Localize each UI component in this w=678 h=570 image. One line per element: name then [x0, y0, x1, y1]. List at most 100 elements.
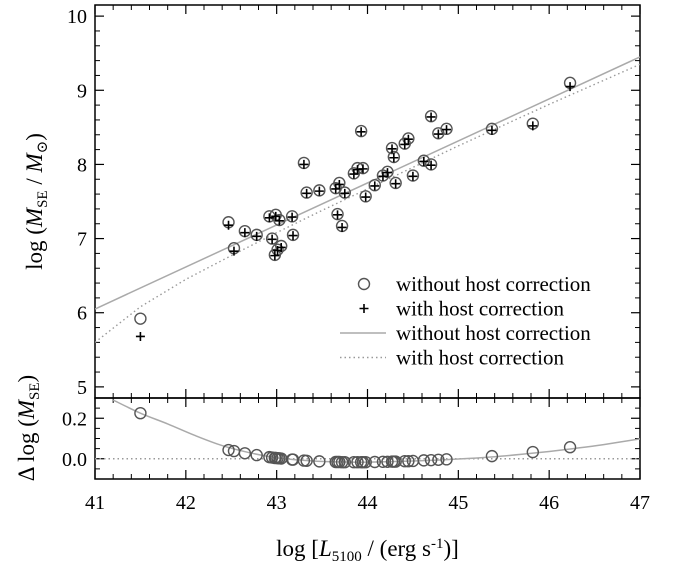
delta-data-point-circle	[134, 406, 147, 420]
data-point-plus	[135, 331, 145, 341]
delta-data-point-circle	[398, 454, 411, 468]
axis-labels: log [L5100 / (erg s-1)] log (MSE / M⊙) Δ l…	[14, 133, 459, 565]
delta-data-point-circle	[381, 455, 394, 468]
bottom-panel: 41 42 43 44 45 46 47 0.0 0.2	[62, 397, 650, 514]
y-tick-label: 6	[77, 303, 87, 325]
data-point-plus	[356, 127, 366, 137]
x-tick-label: 47	[630, 492, 650, 514]
y-axis-label-top: log (MSE / M⊙)	[22, 133, 51, 270]
label-part: L	[318, 536, 332, 561]
data-point-circle	[385, 141, 399, 155]
delta-data-point-circle	[526, 445, 540, 459]
data-point-plus	[403, 134, 413, 144]
delta-data-point-circle	[300, 454, 313, 467]
label-part: M	[22, 206, 47, 228]
label-part: M	[22, 152, 47, 174]
label-part: ⊙	[35, 141, 51, 154]
label-part: 5100	[332, 549, 362, 565]
data-point-circle	[417, 154, 431, 167]
label-part: -1	[431, 536, 444, 552]
data-point-circle	[134, 312, 147, 325]
data-point-circle	[331, 207, 344, 221]
legend-plus-marker	[359, 304, 369, 313]
delta-data-point-circle	[368, 455, 381, 469]
label-part: M	[14, 398, 39, 420]
delta-data-point-circle	[238, 447, 252, 460]
y-tick-label: 10	[67, 6, 87, 28]
data-point-plus	[299, 159, 309, 169]
fit-line-with-host-correction	[95, 63, 640, 343]
data-point-plus	[229, 246, 239, 256]
data-point-circle	[440, 122, 453, 136]
delta-fit-curve	[112, 399, 640, 463]
data-point-plus	[528, 121, 538, 131]
delta-data-point-circle	[485, 449, 499, 463]
data-point-circle	[285, 210, 299, 223]
delta-data-point-circle	[432, 453, 445, 466]
data-point-plus	[252, 231, 262, 241]
data-point-plus	[287, 212, 297, 222]
delta-data-point-circle	[351, 455, 364, 469]
data-point-plus	[391, 179, 401, 189]
data-point-plus	[408, 171, 418, 181]
data-point-plus	[361, 192, 371, 202]
x-tick-label: 44	[358, 492, 378, 514]
data-point-plus	[224, 220, 234, 230]
y-tick-label: 0.0	[62, 449, 87, 471]
label-part: log [	[276, 536, 319, 561]
delta-data-point-circle	[417, 454, 431, 467]
data-point-circle	[313, 184, 326, 197]
delta-data-point-circle	[359, 455, 372, 469]
label-part: SE	[27, 382, 43, 400]
legend-circle-marker	[357, 277, 371, 291]
data-point-circle	[354, 124, 368, 138]
data-point-circle	[381, 165, 394, 179]
data-point-plus	[378, 171, 388, 181]
label-part: )	[22, 133, 47, 141]
data-point-plus	[333, 210, 343, 220]
fit-line-without-host-correction	[95, 56, 640, 310]
legend-label: without host correction	[396, 321, 591, 345]
data-point-plus	[267, 234, 277, 244]
data-point-plus	[487, 125, 497, 135]
delta-data-point-circle	[424, 453, 438, 467]
data-point-plus	[433, 129, 443, 139]
data-point-plus	[334, 179, 344, 189]
data-point-circle	[265, 232, 279, 245]
label-part: )]	[443, 536, 458, 561]
label-part: )	[14, 375, 39, 383]
label-part: / (erg s	[362, 536, 431, 561]
label-part: SE	[35, 190, 51, 208]
data-point-plus	[426, 160, 436, 170]
data-point-plus	[387, 144, 397, 154]
data-point-circle	[387, 150, 401, 164]
data-point-plus	[340, 188, 350, 198]
data-point-plus	[382, 168, 392, 178]
data-point-circle	[359, 190, 372, 203]
data-point-plus	[274, 216, 284, 226]
label-part: Δ log (	[14, 419, 39, 481]
delta-data-point-circle	[338, 455, 351, 469]
x-tick-label: 41	[85, 492, 105, 514]
data-point-circle	[338, 186, 351, 199]
delta-data-point-circle	[347, 455, 361, 469]
x-tick-label: 45	[448, 492, 468, 514]
data-point-plus	[264, 213, 274, 223]
data-point-plus	[442, 125, 452, 135]
data-point-plus	[288, 231, 298, 241]
data-point-circle	[406, 169, 420, 182]
x-axis-label: log [L5100 / (erg s-1)]	[276, 536, 459, 565]
y-tick-label: 0.2	[62, 408, 87, 430]
delta-data-point-circle	[250, 448, 263, 462]
delta-data-point-circle	[440, 453, 453, 466]
data-point-plus	[314, 186, 324, 196]
legend-label: with host correction	[396, 346, 564, 370]
delta-data-point-circle	[389, 455, 402, 468]
x-tick-label: 46	[539, 492, 559, 514]
data-point-plus	[337, 222, 347, 232]
data-point-circle	[389, 176, 402, 190]
data-point-plus	[426, 112, 436, 122]
delta-data-point-circle	[222, 443, 235, 457]
